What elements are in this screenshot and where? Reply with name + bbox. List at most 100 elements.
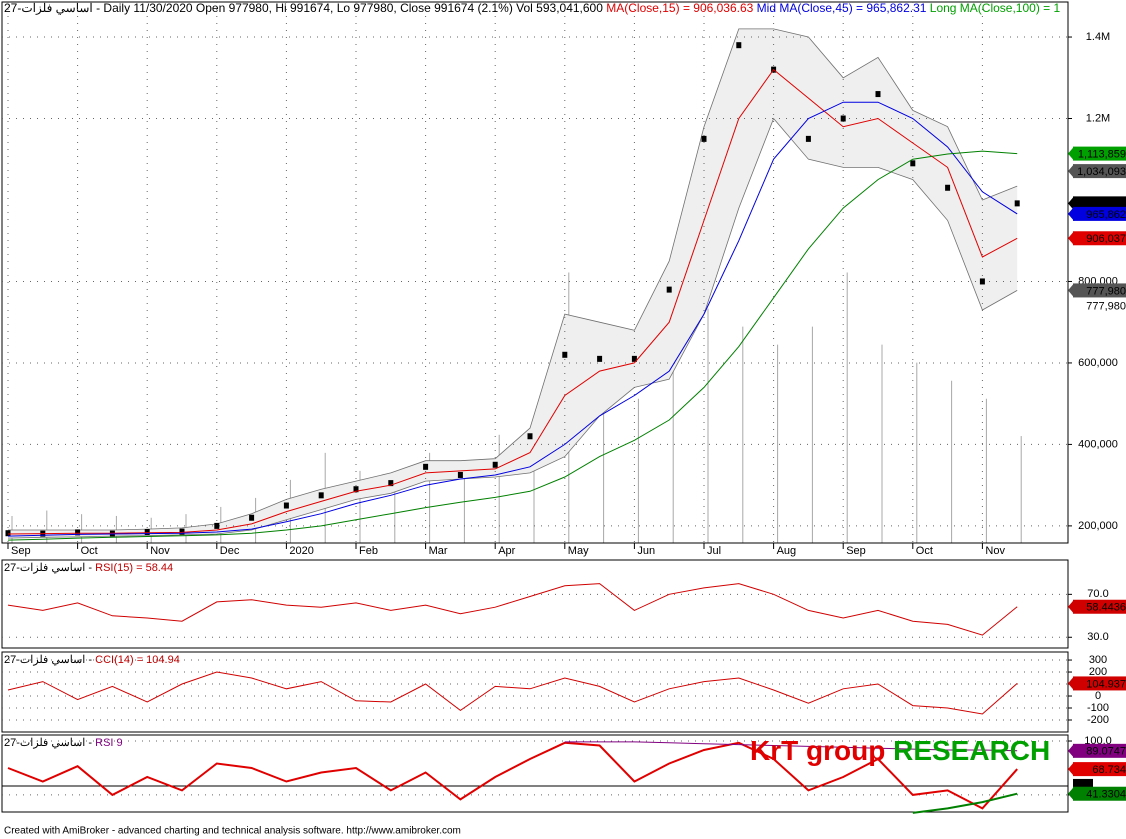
value-tag [1073, 146, 1126, 161]
x-tick-label: May [568, 545, 589, 557]
x-tick-label: Oct [81, 545, 98, 557]
series-line [912, 792, 1018, 814]
header: 27-اساسي فلزات - Daily 11/30/2020 Open 9… [4, 1, 1061, 15]
y-tick-label: -100 [1087, 702, 1109, 714]
series-line [7, 117, 1018, 539]
value-tag-label: 104.937 [1086, 678, 1126, 690]
value-tag-arrow [1068, 146, 1074, 161]
panel-title: 27-اساسي فلزات - RSI(15) = 58.44 [4, 562, 173, 574]
value-tag-label: 1,113,859 [1078, 149, 1126, 161]
value-tag-arrow [1068, 743, 1074, 758]
watermark: KrT group RESEARCH [750, 735, 1050, 766]
quote-info: - Daily 11/30/2020 Open 977980, Hi 99167… [93, 1, 607, 15]
value-tag-label: 89.0747 [1086, 746, 1126, 758]
candle [214, 522, 220, 529]
panel-frame [1, 559, 1069, 649]
x-tick-label: Feb [359, 545, 378, 557]
candle [492, 461, 498, 468]
x-tick-label: Nov [985, 545, 1005, 557]
x-tick-label: Jul [707, 545, 721, 557]
candle [5, 530, 11, 537]
value-tag [1073, 164, 1126, 179]
y-tick-label: 300 [1089, 654, 1107, 666]
watermark-red: KrT group [750, 735, 885, 766]
value-tag-label: 41.3304 [1086, 789, 1126, 801]
candle [423, 463, 429, 470]
candle [910, 160, 916, 167]
candle [283, 502, 289, 509]
y-tick-label: 1.2M [1086, 112, 1110, 124]
x-tick-label: Sep [846, 545, 866, 557]
x-tick-label: Jun [637, 545, 655, 557]
series-line [7, 583, 1018, 636]
candle [840, 115, 846, 122]
value-tag-label: 58.4436 [1086, 602, 1126, 614]
value-tag-label: 777,980 [1086, 285, 1126, 297]
lower-band-label: 777,980 [1086, 300, 1126, 312]
panel-title-symbol: 27-اساسي فلزات - [4, 654, 95, 666]
y-tick-label: -200 [1087, 714, 1109, 726]
series-line [8, 28, 1018, 531]
x-tick-label: 2020 [289, 545, 313, 557]
candle [562, 351, 568, 358]
panel-title: 27-اساسي فلزات - RSI 9 [4, 737, 123, 749]
y-tick-label: 200,000 [1078, 520, 1118, 532]
panel-title: 27-اساسي فلزات - CCI(14) = 104.94 [4, 654, 180, 666]
panel-title-symbol: 27-اساسي فلزات - [4, 737, 95, 749]
candle [631, 355, 637, 362]
panel-title-indicator: RSI(15) = 58.44 [95, 562, 173, 574]
value-tag-arrow [1068, 206, 1074, 221]
x-tick-label: Dec [220, 545, 240, 557]
y-tick-label: 600,000 [1078, 357, 1118, 369]
value-tag [1073, 231, 1126, 246]
y-tick-label: 70.0 [1087, 588, 1108, 600]
panel-frame [1, 651, 1069, 733]
candle [736, 42, 742, 49]
series-line [7, 68, 1018, 535]
candle [353, 486, 359, 493]
series-line [7, 741, 1018, 810]
candle [597, 355, 603, 362]
x-tick-label: Apr [498, 545, 515, 557]
candle [249, 514, 255, 521]
value-tag [1073, 196, 1126, 211]
candle [527, 433, 533, 440]
x-tick-label: Oct [916, 545, 933, 557]
y-tick-label: 0 [1095, 690, 1101, 702]
panel-title-symbol: 27-اساسي فلزات - [4, 562, 95, 574]
ma100-label: Long MA(Close,100) = 1 [926, 1, 1060, 15]
x-tick-label: Mar [429, 545, 448, 557]
ma45-label: Mid MA(Close,45) = 965,862.31 [753, 1, 926, 15]
series-line [564, 741, 1018, 752]
x-tick-label: Nov [150, 545, 170, 557]
value-tag-arrow [1068, 196, 1074, 211]
candle [388, 480, 394, 487]
value-tag-arrow [1068, 231, 1074, 246]
candle [875, 91, 881, 98]
band-fill [8, 28, 1018, 539]
series-line [7, 101, 1018, 537]
panel-title-indicator: CCI(14) = 104.94 [95, 654, 180, 666]
value-tag-label: 68.734 [1092, 764, 1126, 776]
value-tag-arrow [1068, 599, 1074, 614]
series-line [7, 150, 1018, 541]
candle [945, 184, 951, 191]
candle [318, 492, 324, 499]
y-tick-label: 200 [1089, 666, 1107, 678]
panel-title-indicator: RSI 9 [95, 737, 123, 749]
candle [805, 135, 811, 142]
candle [457, 471, 463, 478]
value-tag-arrow [1068, 676, 1074, 691]
ma15-label: MA(Close,15) = 906,036.63 [606, 1, 753, 15]
candle [701, 135, 707, 142]
y-tick-label: 30.0 [1087, 631, 1108, 643]
symbol: 27-اساسي فلزات [4, 1, 93, 15]
value-tag [1073, 762, 1126, 777]
value-tag-label: 1,034,093 [1077, 166, 1126, 178]
value-tag [1073, 743, 1126, 758]
value-tag-arrow [1068, 283, 1074, 298]
panel-frame [1, 734, 1069, 813]
y-tick-label: 1.4M [1086, 31, 1110, 43]
